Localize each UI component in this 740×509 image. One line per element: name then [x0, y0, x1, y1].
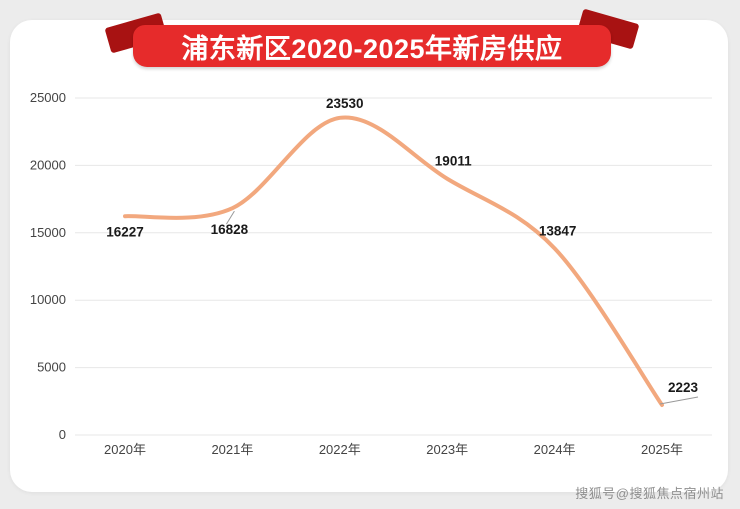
x-axis-label: 2024年	[534, 442, 576, 457]
y-axis-label: 0	[59, 427, 66, 442]
data-label: 13847	[539, 223, 577, 238]
data-label: 19011	[435, 154, 472, 169]
label-leader-line	[659, 396, 699, 405]
data-label: 16828	[211, 222, 249, 237]
y-axis-label: 15000	[30, 225, 66, 240]
title-ribbon: 浦东新区2020-2025年新房供应	[104, 8, 640, 67]
y-axis-label: 20000	[30, 157, 66, 172]
x-axis-label: 2020年	[104, 442, 146, 457]
chart-title: 浦东新区2020-2025年新房供应	[181, 33, 563, 64]
data-label: 2223	[668, 380, 699, 395]
data-label: 16227	[106, 224, 144, 239]
label-leader-line	[225, 210, 235, 225]
watermark-text: 搜狐号@搜狐焦点宿州站	[575, 486, 724, 501]
y-axis-label: 5000	[37, 360, 66, 375]
x-axis-label: 2025年	[641, 442, 683, 457]
chart-card	[10, 20, 728, 492]
x-axis-label: 2021年	[211, 442, 253, 457]
x-axis-label: 2022年	[319, 442, 361, 457]
y-axis-label: 25000	[30, 90, 66, 105]
data-label: 23530	[326, 96, 364, 111]
series-line	[123, 115, 664, 408]
ribbon-banner: 浦东新区2020-2025年新房供应	[133, 25, 611, 67]
y-axis-label: 10000	[30, 292, 66, 307]
x-axis-label: 2023年	[426, 442, 468, 457]
